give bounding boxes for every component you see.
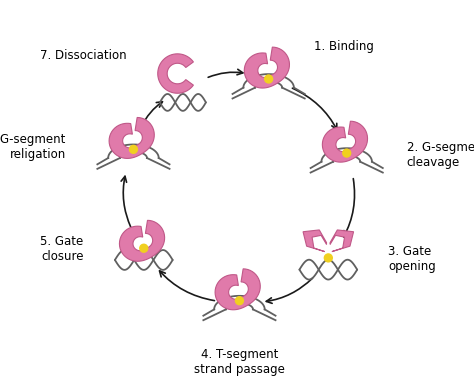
Text: 3. Gate
opening: 3. Gate opening: [389, 245, 436, 273]
Circle shape: [264, 75, 273, 83]
Polygon shape: [303, 230, 327, 251]
Circle shape: [129, 146, 137, 153]
Polygon shape: [330, 230, 354, 251]
Polygon shape: [322, 121, 367, 162]
Text: 6. G-segment
religation: 6. G-segment religation: [0, 133, 66, 161]
Polygon shape: [119, 220, 164, 261]
Polygon shape: [244, 47, 290, 88]
Polygon shape: [215, 269, 260, 310]
Circle shape: [140, 244, 148, 252]
Text: 7. Dissociation: 7. Dissociation: [40, 50, 127, 62]
Text: 4. T-segment
strand passage: 4. T-segment strand passage: [194, 348, 285, 376]
Text: 1. Binding: 1. Binding: [314, 40, 374, 53]
Text: 2. G-segment
cleavage: 2. G-segment cleavage: [407, 141, 474, 168]
Polygon shape: [109, 117, 154, 158]
Polygon shape: [158, 54, 193, 93]
Circle shape: [343, 149, 351, 157]
Text: 5. Gate
closure: 5. Gate closure: [40, 235, 83, 263]
Circle shape: [324, 254, 332, 262]
Circle shape: [236, 297, 244, 305]
